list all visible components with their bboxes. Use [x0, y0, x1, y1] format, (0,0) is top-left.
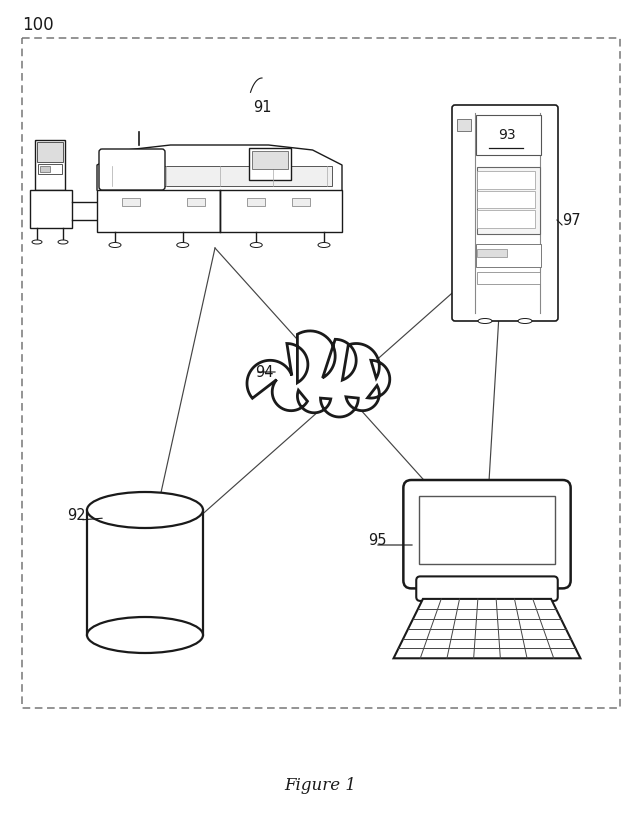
Ellipse shape [109, 243, 121, 248]
Polygon shape [247, 331, 390, 417]
Bar [87, 510, 203, 635]
FancyBboxPatch shape [477, 210, 535, 228]
Polygon shape [97, 145, 342, 190]
FancyBboxPatch shape [477, 249, 507, 257]
FancyBboxPatch shape [416, 576, 557, 601]
Ellipse shape [177, 243, 189, 248]
FancyBboxPatch shape [37, 142, 63, 162]
Ellipse shape [318, 243, 330, 248]
Text: 100: 100 [22, 16, 54, 34]
Text: 97: 97 [562, 213, 580, 228]
FancyBboxPatch shape [249, 148, 291, 180]
Polygon shape [394, 599, 580, 658]
Ellipse shape [58, 240, 68, 244]
FancyBboxPatch shape [35, 140, 65, 190]
FancyBboxPatch shape [292, 198, 310, 206]
FancyBboxPatch shape [122, 198, 140, 206]
Text: Figure 1: Figure 1 [284, 776, 356, 793]
Bar [22, 38, 620, 708]
FancyBboxPatch shape [97, 190, 220, 232]
Ellipse shape [250, 243, 262, 248]
FancyBboxPatch shape [477, 191, 535, 208]
FancyBboxPatch shape [252, 151, 288, 169]
FancyBboxPatch shape [419, 496, 555, 565]
Ellipse shape [518, 319, 532, 323]
FancyBboxPatch shape [477, 272, 540, 285]
Ellipse shape [87, 617, 203, 653]
Text: 92: 92 [67, 508, 86, 523]
FancyBboxPatch shape [452, 105, 558, 321]
FancyBboxPatch shape [30, 190, 72, 228]
Text: 91: 91 [253, 100, 271, 115]
FancyBboxPatch shape [476, 244, 541, 267]
FancyBboxPatch shape [38, 164, 62, 174]
Text: 95: 95 [368, 533, 387, 548]
FancyBboxPatch shape [247, 198, 265, 206]
FancyBboxPatch shape [477, 167, 540, 234]
FancyBboxPatch shape [476, 115, 541, 155]
FancyBboxPatch shape [477, 171, 535, 188]
Text: 93: 93 [498, 128, 516, 142]
Ellipse shape [478, 319, 492, 323]
FancyBboxPatch shape [220, 190, 342, 232]
FancyBboxPatch shape [99, 149, 165, 190]
FancyBboxPatch shape [187, 198, 205, 206]
FancyBboxPatch shape [403, 480, 571, 588]
FancyBboxPatch shape [457, 119, 471, 131]
FancyBboxPatch shape [40, 166, 50, 172]
FancyBboxPatch shape [107, 166, 332, 186]
Ellipse shape [87, 492, 203, 528]
Text: 94: 94 [255, 365, 273, 379]
Ellipse shape [32, 240, 42, 244]
